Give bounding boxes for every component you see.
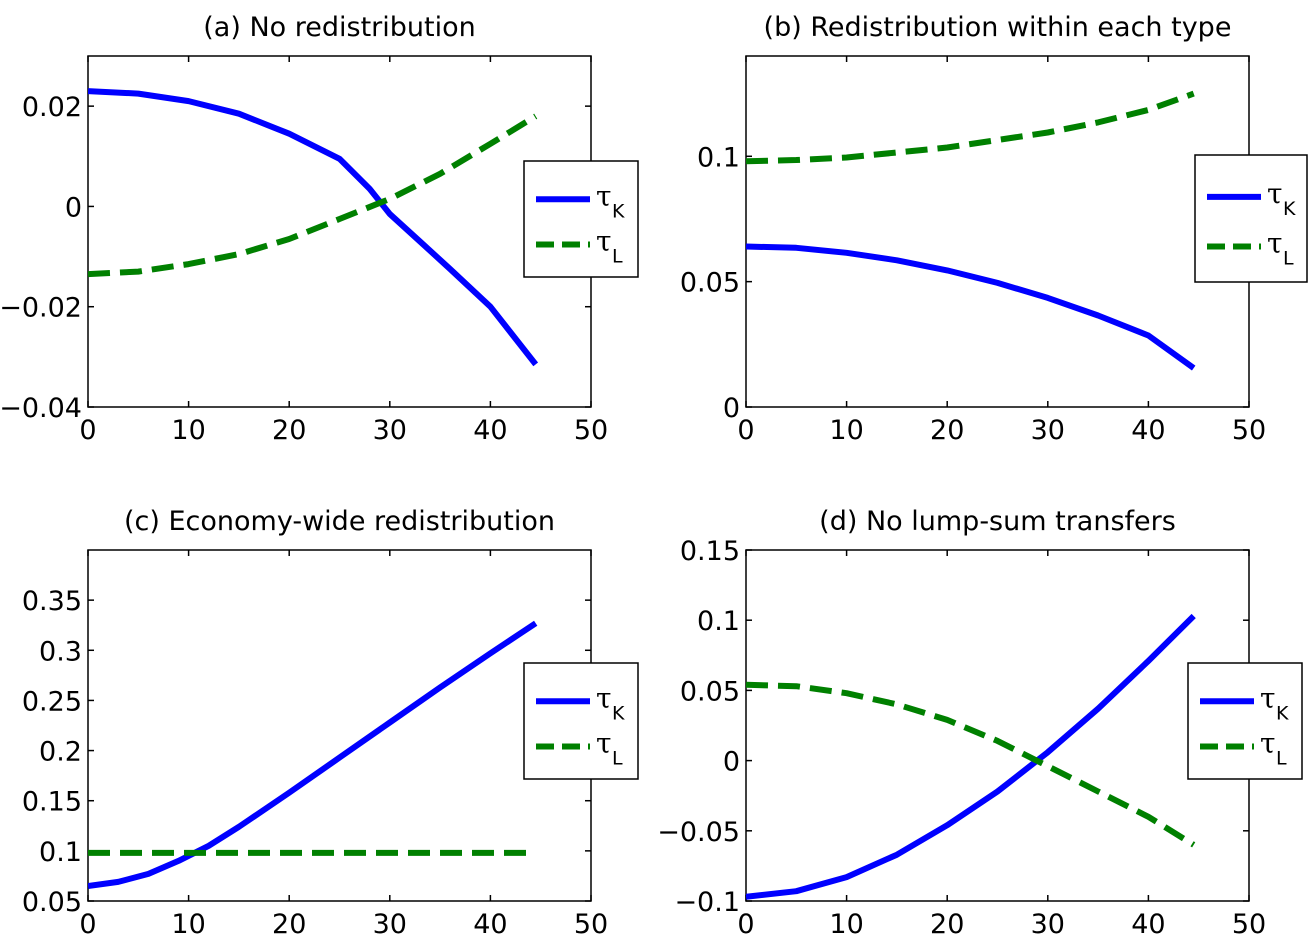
- y-tick-label: 0: [723, 393, 740, 424]
- legend-label-tau: τ: [596, 225, 612, 258]
- legend-label-tau: τ: [1260, 727, 1276, 760]
- x-tick-label: 0: [737, 415, 754, 446]
- panel-a: (a) No redistribution 0 10 20 30 40 50 −0.04 −0.…: [0, 12, 639, 446]
- axes-box: [745, 549, 1250, 902]
- legend-label-subscript: K: [612, 200, 625, 222]
- legend-label-subscript: L: [612, 748, 623, 770]
- x-tick-label: 50: [574, 415, 608, 446]
- y-tick-label: 0.15: [680, 536, 740, 567]
- x-tick-label: 10: [171, 415, 205, 446]
- x-tick-label: 50: [1232, 909, 1266, 940]
- legend-label-subscript: L: [1283, 247, 1294, 269]
- panel-title: (c) Economy-wide redistribution: [124, 506, 555, 537]
- y-tick-label: −0.02: [0, 293, 82, 324]
- legend-box: [523, 160, 639, 278]
- legend-label-subscript: L: [612, 246, 623, 268]
- legend-box: [1187, 662, 1303, 780]
- x-tick-label: 40: [1131, 415, 1165, 446]
- x-tick-label: 30: [373, 415, 407, 446]
- y-tick-label: 0.3: [39, 636, 82, 667]
- x-tick-label: 30: [1031, 909, 1065, 940]
- y-tick-label: 0.1: [697, 606, 740, 637]
- series-line-tau-k: [746, 243, 1196, 371]
- legend-label-tau: τ: [596, 727, 612, 760]
- x-tick-label: 40: [1131, 909, 1165, 940]
- x-tick-label: 10: [829, 415, 863, 446]
- legend: τ Kτ L: [523, 662, 639, 780]
- x-tick-label: 40: [473, 909, 507, 940]
- y-tick-label: 0.05: [680, 676, 740, 707]
- y-tick-label: 0.1: [697, 142, 740, 173]
- x-tick-label: 40: [473, 415, 507, 446]
- series-line-tau-l: [746, 681, 1196, 848]
- series-line-tau-l: [746, 90, 1195, 165]
- y-tick-label: −0.1: [674, 887, 740, 918]
- y-tick-label: 0.05: [680, 268, 740, 299]
- legend-label-tau: τ: [1267, 177, 1283, 210]
- legend-label-subscript: L: [1276, 748, 1287, 770]
- panel-title: (d) No lump-sum transfers: [819, 506, 1176, 537]
- panel-d: (d) No lump-sum transfers 0 10 20 30 40 50 −0.1…: [657, 506, 1303, 940]
- x-tick-label: 0: [737, 909, 754, 940]
- legend-box: [1194, 154, 1308, 283]
- panel-c: (c) Economy-wide redistribution 0 10 20 30 40…: [22, 506, 639, 940]
- y-tick-label: −0.05: [657, 817, 740, 848]
- y-tick-label: −0.04: [0, 393, 82, 424]
- legend-label-tau: τ: [596, 179, 612, 212]
- x-tick-label: 50: [574, 909, 608, 940]
- x-tick-label: 0: [79, 415, 96, 446]
- legend-label-subscript: K: [1283, 198, 1296, 220]
- x-tick-label: 50: [1232, 415, 1266, 446]
- legend: τ Kτ L: [523, 160, 639, 278]
- y-tick-label: 0: [723, 747, 740, 778]
- x-tick-label: 30: [1031, 415, 1065, 446]
- series-line-tau-k: [746, 613, 1196, 900]
- x-tick-label: 20: [930, 415, 964, 446]
- y-tick-label: 0.1: [39, 837, 82, 868]
- legend-box: [523, 662, 639, 780]
- x-tick-label: 10: [171, 909, 205, 940]
- series-line-tau-l: [88, 113, 538, 278]
- y-tick-label: 0: [65, 192, 82, 223]
- series-line-tau-k: [88, 88, 539, 367]
- legend-label-subscript: K: [612, 702, 625, 724]
- axes-box: [87, 55, 592, 408]
- legend-label-tau: τ: [1260, 681, 1276, 714]
- x-tick-label: 0: [79, 909, 96, 940]
- axes-box: [87, 549, 592, 902]
- x-tick-label: 10: [829, 909, 863, 940]
- y-tick-label: 0.05: [22, 887, 82, 918]
- y-tick-label: 0.02: [22, 92, 82, 123]
- legend-label-subscript: K: [1276, 702, 1289, 724]
- y-tick-label: 0.35: [22, 586, 82, 617]
- series-line-tau-k: [88, 620, 538, 889]
- x-tick-label: 20: [272, 415, 306, 446]
- panel-b: (b) Redistribution within each type 0 10 20…: [680, 12, 1308, 446]
- legend-label-tau: τ: [596, 681, 612, 714]
- x-tick-label: 20: [930, 909, 964, 940]
- x-tick-label: 30: [373, 909, 407, 940]
- y-tick-label: 0.2: [39, 737, 82, 768]
- legend: τ Kτ L: [1187, 662, 1303, 780]
- legend-label-tau: τ: [1267, 226, 1283, 259]
- y-tick-label: 0.15: [22, 787, 82, 818]
- y-tick-label: 0.25: [22, 686, 82, 717]
- x-tick-label: 20: [272, 909, 306, 940]
- legend: τ Kτ L: [1194, 154, 1308, 283]
- panel-title: (b) Redistribution within each type: [764, 12, 1232, 43]
- panel-title: (a) No redistribution: [203, 12, 475, 43]
